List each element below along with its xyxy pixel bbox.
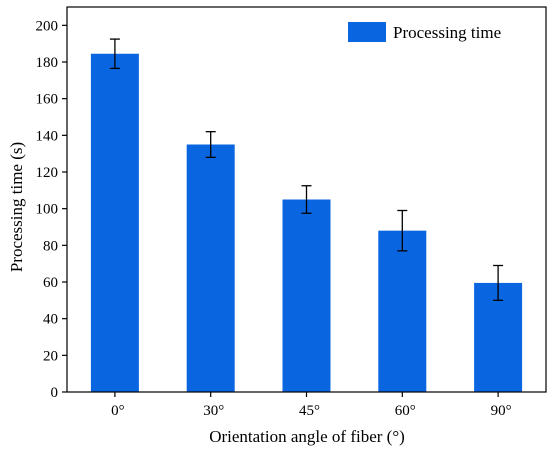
- y-tick-label-2: 40: [43, 312, 58, 328]
- y-tick-label-9: 180: [36, 55, 59, 71]
- y-tick-label-5: 100: [36, 202, 59, 218]
- error-bar-1: [205, 131, 216, 158]
- legend-swatch: [348, 22, 386, 42]
- legend-label: Processing time: [393, 23, 501, 42]
- y-tick-label-3: 60: [43, 275, 58, 291]
- y-tick-label-4: 80: [43, 238, 58, 254]
- y-tick-label-0: 0: [51, 385, 59, 401]
- error-bar-0: [109, 38, 120, 70]
- x-tick-label-3: 60°: [395, 403, 416, 419]
- x-tick-label-1: 30°: [203, 403, 224, 419]
- bar-3: [378, 230, 427, 392]
- bars-layer: [90, 53, 523, 392]
- bar-4: [474, 282, 523, 392]
- error-bar-3: [397, 209, 408, 252]
- y-tick-label-6: 120: [36, 165, 59, 181]
- error-bar-4: [493, 264, 504, 301]
- x-tick-label-2: 45°: [299, 403, 320, 419]
- y-tick-label-10: 200: [36, 18, 59, 34]
- x-tick-label-0: 0°: [111, 403, 125, 419]
- x-tick-label-4: 90°: [491, 403, 512, 419]
- y-tick-label-1: 20: [43, 348, 58, 364]
- y-tick-label-8: 160: [36, 92, 59, 108]
- bar-0: [90, 53, 139, 392]
- bar-2: [282, 199, 331, 392]
- error-bars-layer: [109, 38, 504, 301]
- y-axis-title: Processing time (s): [7, 142, 26, 272]
- x-axis-title: Orientation angle of fiber (°): [209, 427, 405, 446]
- y-ticks-layer: 0 20 40 60 80 100 120 140 160 180 200: [36, 18, 67, 401]
- error-bar-2: [301, 185, 312, 214]
- x-ticks-layer: 0° 30° 45° 60° 90°: [111, 392, 512, 419]
- legend: Processing time: [348, 22, 501, 42]
- bar-1: [186, 144, 235, 392]
- y-tick-label-7: 140: [36, 128, 59, 144]
